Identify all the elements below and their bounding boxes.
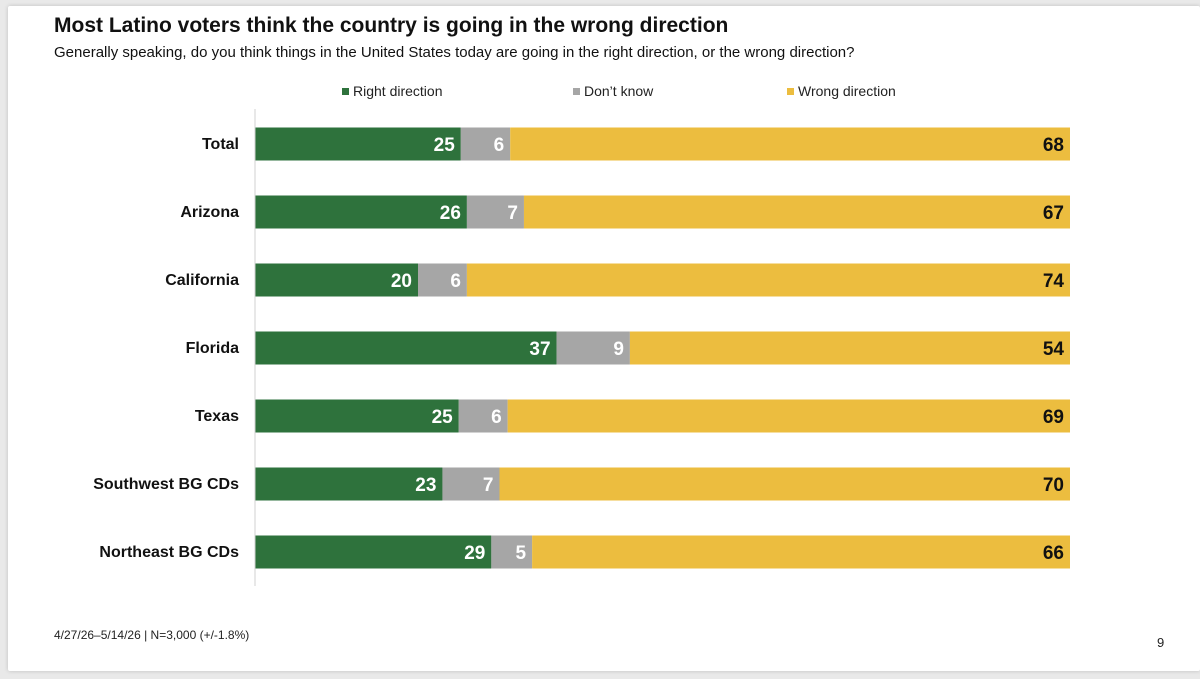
data-label-right-direction: 26 [440, 203, 461, 224]
data-label-right-direction: 37 [529, 339, 550, 360]
slide: Most Latino voters think the country is … [8, 6, 1200, 671]
bar-segment-right-direction [255, 399, 459, 433]
legend-swatch-wrong-direction [787, 87, 794, 95]
category-label: Northeast BG CDs [99, 544, 239, 561]
legend-item-right-direction: Right direction [342, 83, 443, 99]
data-label-wrong-direction: 69 [1043, 407, 1064, 428]
bar-segment-wrong-direction [499, 467, 1070, 501]
data-label-wrong-direction: 74 [1043, 271, 1065, 292]
legend-item-wrong-direction: Wrong direction [787, 83, 896, 99]
legend-swatch-dont-know [573, 87, 580, 95]
legend-label-right-direction: Right direction [353, 83, 443, 99]
data-label-dont-know: 6 [494, 135, 505, 156]
bar-segment-dont-know [491, 535, 533, 569]
bar-segment-right-direction [255, 195, 467, 229]
category-label: Southwest BG CDs [93, 476, 239, 493]
legend-swatch-right-direction [342, 87, 349, 95]
data-label-right-direction: 29 [464, 543, 485, 564]
bar-segment-dont-know [466, 195, 524, 229]
data-label-dont-know: 9 [613, 339, 624, 360]
legend-label-dont-know: Don’t know [584, 83, 654, 99]
category-label: California [165, 272, 239, 289]
bar-segment-right-direction [255, 263, 418, 297]
data-label-right-direction: 25 [432, 407, 454, 428]
bar-segment-dont-know [458, 399, 508, 433]
data-label-dont-know: 7 [483, 475, 494, 496]
bar-segment-dont-know [460, 127, 511, 161]
bar-segment-right-direction [255, 127, 461, 161]
category-label: Arizona [180, 204, 239, 221]
bar-segment-wrong-direction [629, 331, 1070, 365]
bar-segment-dont-know [418, 263, 467, 297]
legend-label-wrong-direction: Wrong direction [798, 83, 896, 99]
bar-segment-wrong-direction [466, 263, 1070, 297]
data-label-wrong-direction: 54 [1043, 339, 1065, 360]
bar-segment-dont-know [556, 331, 630, 365]
data-label-right-direction: 23 [415, 475, 436, 496]
bar-segment-wrong-direction [532, 535, 1070, 569]
data-label-wrong-direction: 67 [1043, 203, 1064, 224]
category-label: Florida [186, 340, 239, 357]
bar-segment-wrong-direction [523, 195, 1070, 229]
data-label-dont-know: 6 [491, 407, 502, 428]
bar-segment-right-direction [255, 535, 492, 569]
bar-segment-right-direction [255, 331, 557, 365]
data-label-dont-know: 6 [450, 271, 461, 292]
bar-segment-right-direction [255, 467, 443, 501]
data-label-right-direction: 25 [434, 135, 456, 156]
footer-note: 4/27/26–5/14/26 | N=3,000 (+/-1.8%) [54, 628, 250, 642]
data-label-dont-know: 5 [516, 543, 527, 564]
category-label: Total [202, 136, 239, 153]
data-label-wrong-direction: 66 [1043, 543, 1064, 564]
legend-item-dont-know: Don’t know [573, 83, 653, 99]
bar-segment-wrong-direction [510, 127, 1070, 161]
category-label: Texas [195, 408, 239, 425]
data-label-right-direction: 20 [391, 271, 412, 292]
bar-segment-wrong-direction [507, 399, 1070, 433]
data-label-dont-know: 7 [507, 203, 518, 224]
chart-subtitle: Generally speaking, do you think things … [54, 44, 855, 61]
data-label-wrong-direction: 68 [1043, 135, 1064, 156]
bar-segment-dont-know [442, 467, 500, 501]
page-number: 9 [1157, 635, 1165, 650]
chart-title: Most Latino voters think the country is … [54, 14, 729, 37]
data-label-wrong-direction: 70 [1043, 475, 1064, 496]
